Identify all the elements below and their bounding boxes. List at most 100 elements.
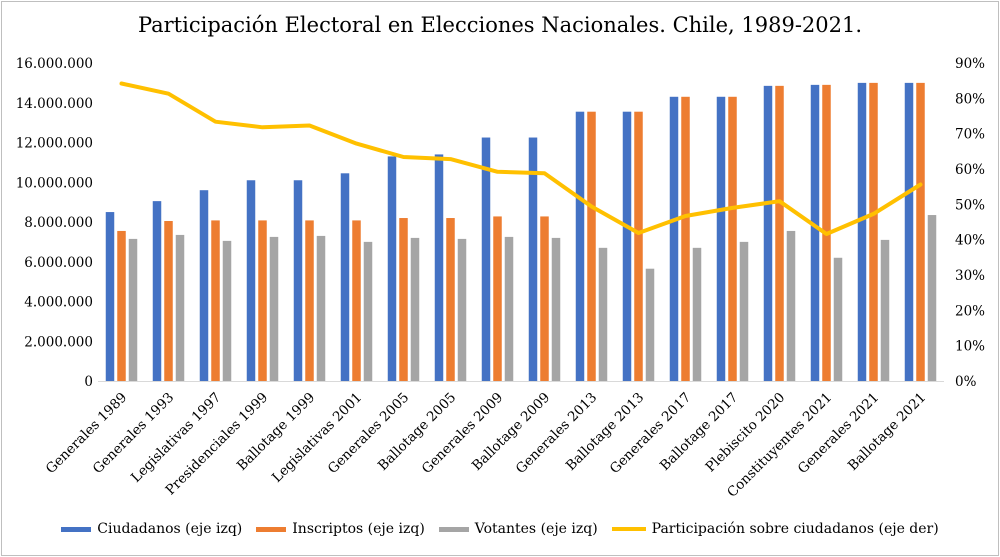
- bar-ciudadanos: [105, 212, 115, 381]
- bar-ciudadanos: [387, 156, 397, 381]
- y-right-tick-label: 20%: [955, 303, 985, 319]
- legend-item: Inscriptos (eje izq): [256, 521, 425, 537]
- bar-votantes: [927, 215, 937, 381]
- bar-ciudadanos: [575, 111, 585, 381]
- bar-ciudadanos: [481, 137, 491, 381]
- participation-point: [496, 170, 499, 174]
- participation-point: [214, 120, 217, 124]
- bar-inscriptos: [587, 111, 596, 381]
- x-tick-label: Generales 2005: [325, 390, 413, 478]
- bar-ciudadanos: [199, 190, 209, 381]
- bar-votantes: [645, 268, 655, 381]
- bar-ciudadanos: [716, 96, 726, 381]
- bar-votantes: [692, 247, 702, 381]
- legend-label: Inscriptos (eje izq): [292, 521, 425, 537]
- chart-title: Participación Electoral en Elecciones Na…: [137, 13, 863, 37]
- participation-point: [919, 183, 922, 187]
- bar-votantes: [833, 257, 843, 381]
- participation-point: [590, 204, 593, 208]
- bar-votantes: [786, 230, 796, 381]
- participation-point: [402, 155, 405, 159]
- legend-item: Votantes (eje izq): [438, 521, 598, 537]
- bar-inscriptos: [916, 82, 925, 381]
- participation-point: [872, 212, 875, 216]
- bar-inscriptos: [634, 111, 643, 381]
- bar-ciudadanos: [622, 111, 632, 381]
- participation-point: [684, 214, 687, 218]
- bar-inscriptos: [352, 220, 361, 381]
- bar-inscriptos: [869, 82, 878, 381]
- y-left-tick-label: 2.000.000: [24, 334, 93, 350]
- bar-inscriptos: [117, 230, 126, 381]
- y-left-tick-label: 0: [84, 374, 93, 390]
- x-tick-label: Generales 2017: [607, 390, 695, 478]
- y-right-axis: 0% 10% 20% 30% 40% 50% 60% 70% 80% 90%: [955, 56, 985, 390]
- participation-point: [778, 199, 781, 203]
- y-right-tick-label: 40%: [955, 233, 985, 249]
- bar-inscriptos: [164, 221, 173, 381]
- bar-inscriptos: [681, 96, 690, 381]
- x-tick-label: Generales 2013: [513, 390, 601, 478]
- y-right-tick-label: 50%: [955, 197, 985, 213]
- legend-item: Ciudadanos (eje izq): [61, 521, 242, 537]
- bar-votantes: [551, 237, 561, 381]
- bar-votantes: [316, 235, 326, 381]
- bar-inscriptos: [493, 216, 502, 381]
- bar-ciudadanos: [669, 96, 679, 381]
- bar-ciudadanos: [340, 173, 350, 381]
- bar-ciudadanos: [857, 82, 867, 381]
- bar-ciudadanos: [246, 180, 256, 381]
- bar-votantes: [880, 239, 890, 381]
- legend-swatch: [256, 526, 287, 532]
- legend: Ciudadanos (eje izq) Inscriptos (eje izq)…: [0, 521, 1000, 537]
- bar-inscriptos: [728, 96, 737, 381]
- legend-label: Ciudadanos (eje izq): [97, 521, 243, 537]
- legend-swatch: [611, 527, 646, 531]
- participation-point: [543, 171, 546, 175]
- y-left-tick-label: 4.000.000: [24, 295, 93, 311]
- bar-votantes: [410, 237, 420, 381]
- bar-inscriptos: [540, 216, 549, 381]
- bar-inscriptos: [775, 85, 784, 381]
- y-right-tick-label: 80%: [955, 91, 985, 107]
- participation-point: [825, 232, 828, 236]
- line-series-group: [119, 81, 923, 236]
- bar-votantes: [269, 236, 279, 381]
- bar-votantes: [175, 234, 185, 381]
- bar-ciudadanos: [763, 85, 773, 381]
- x-tick-label: Generales 1993: [90, 390, 178, 478]
- bar-ciudadanos: [434, 154, 444, 381]
- bar-ciudadanos: [293, 180, 303, 381]
- legend-label: Votantes (eje izq): [474, 521, 598, 537]
- y-left-tick-label: 12.000.000: [16, 136, 93, 152]
- bar-ciudadanos: [904, 82, 914, 381]
- y-left-tick-label: 16.000.000: [16, 56, 93, 72]
- x-tick-label: Generales 1989: [43, 390, 131, 478]
- bar-inscriptos: [258, 220, 267, 381]
- bar-ciudadanos: [810, 84, 820, 382]
- bar-votantes: [222, 240, 232, 381]
- participation-line: [119, 81, 923, 236]
- bar-inscriptos: [211, 220, 220, 381]
- bar-inscriptos: [399, 218, 408, 381]
- legend-label: Participación sobre ciudadanos (eje der): [651, 521, 939, 537]
- bar-votantes: [128, 238, 138, 381]
- y-left-tick-label: 14.000.000: [16, 96, 93, 112]
- bar-votantes: [739, 241, 749, 381]
- participation-point: [120, 81, 123, 85]
- y-right-tick-label: 90%: [955, 56, 985, 72]
- bar-ciudadanos: [528, 137, 538, 381]
- x-tick-label: Plebiscito 2020: [703, 390, 789, 476]
- y-right-tick-label: 0%: [955, 374, 977, 390]
- y-right-tick-label: 30%: [955, 268, 985, 284]
- bar-votantes: [457, 238, 467, 381]
- y-left-tick-label: 10.000.000: [16, 175, 93, 191]
- bar-votantes: [504, 236, 514, 381]
- y-right-tick-label: 60%: [955, 162, 985, 178]
- x-tick-label: Legislativas 2001: [269, 390, 365, 486]
- bar-inscriptos: [446, 218, 455, 381]
- bar-ciudadanos: [152, 201, 162, 381]
- participation-point: [308, 124, 311, 128]
- participation-point: [731, 206, 734, 210]
